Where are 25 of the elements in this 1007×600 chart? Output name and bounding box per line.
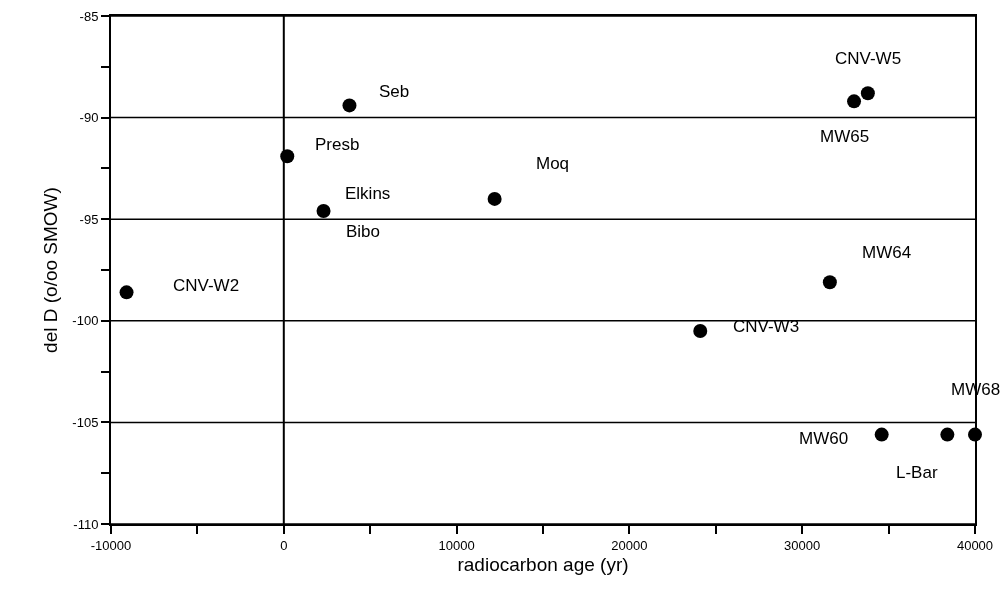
y-axis-title: del D (o/oo SMOW) <box>39 187 61 353</box>
y-tick-label: -100 <box>72 313 99 329</box>
annotation: Elkins <box>345 184 391 203</box>
y-tick-label: -85 <box>79 8 99 24</box>
annotation: Seb <box>379 82 410 101</box>
x-tick-label: -10000 <box>90 537 132 553</box>
x-tick-label: 20000 <box>611 537 648 553</box>
y-tick-label: -90 <box>79 110 99 126</box>
y-tick-label: -95 <box>79 211 99 227</box>
annotation: Presb <box>315 135 360 154</box>
annotation: CNV-W5 <box>835 49 902 68</box>
x-axis-title: radiocarbon age (yr) <box>457 553 629 575</box>
x-tick-label: 10000 <box>438 537 475 553</box>
annotation: MW65 <box>820 127 870 146</box>
y-tick-label: -105 <box>72 414 99 430</box>
annotation: Moq <box>536 154 570 173</box>
x-tick-label: 30000 <box>784 537 821 553</box>
annotation: MW64 <box>862 243 912 262</box>
y-tick-label: -110 <box>73 516 99 532</box>
annotation: Bibo <box>346 222 381 241</box>
annotation: CNV-W2 <box>173 276 240 295</box>
annotation: MW60 <box>799 429 849 448</box>
x-tick-label: 40000 <box>956 537 994 553</box>
x-tick-label: 0 <box>280 537 288 553</box>
annotation: L-Bar <box>896 463 938 482</box>
